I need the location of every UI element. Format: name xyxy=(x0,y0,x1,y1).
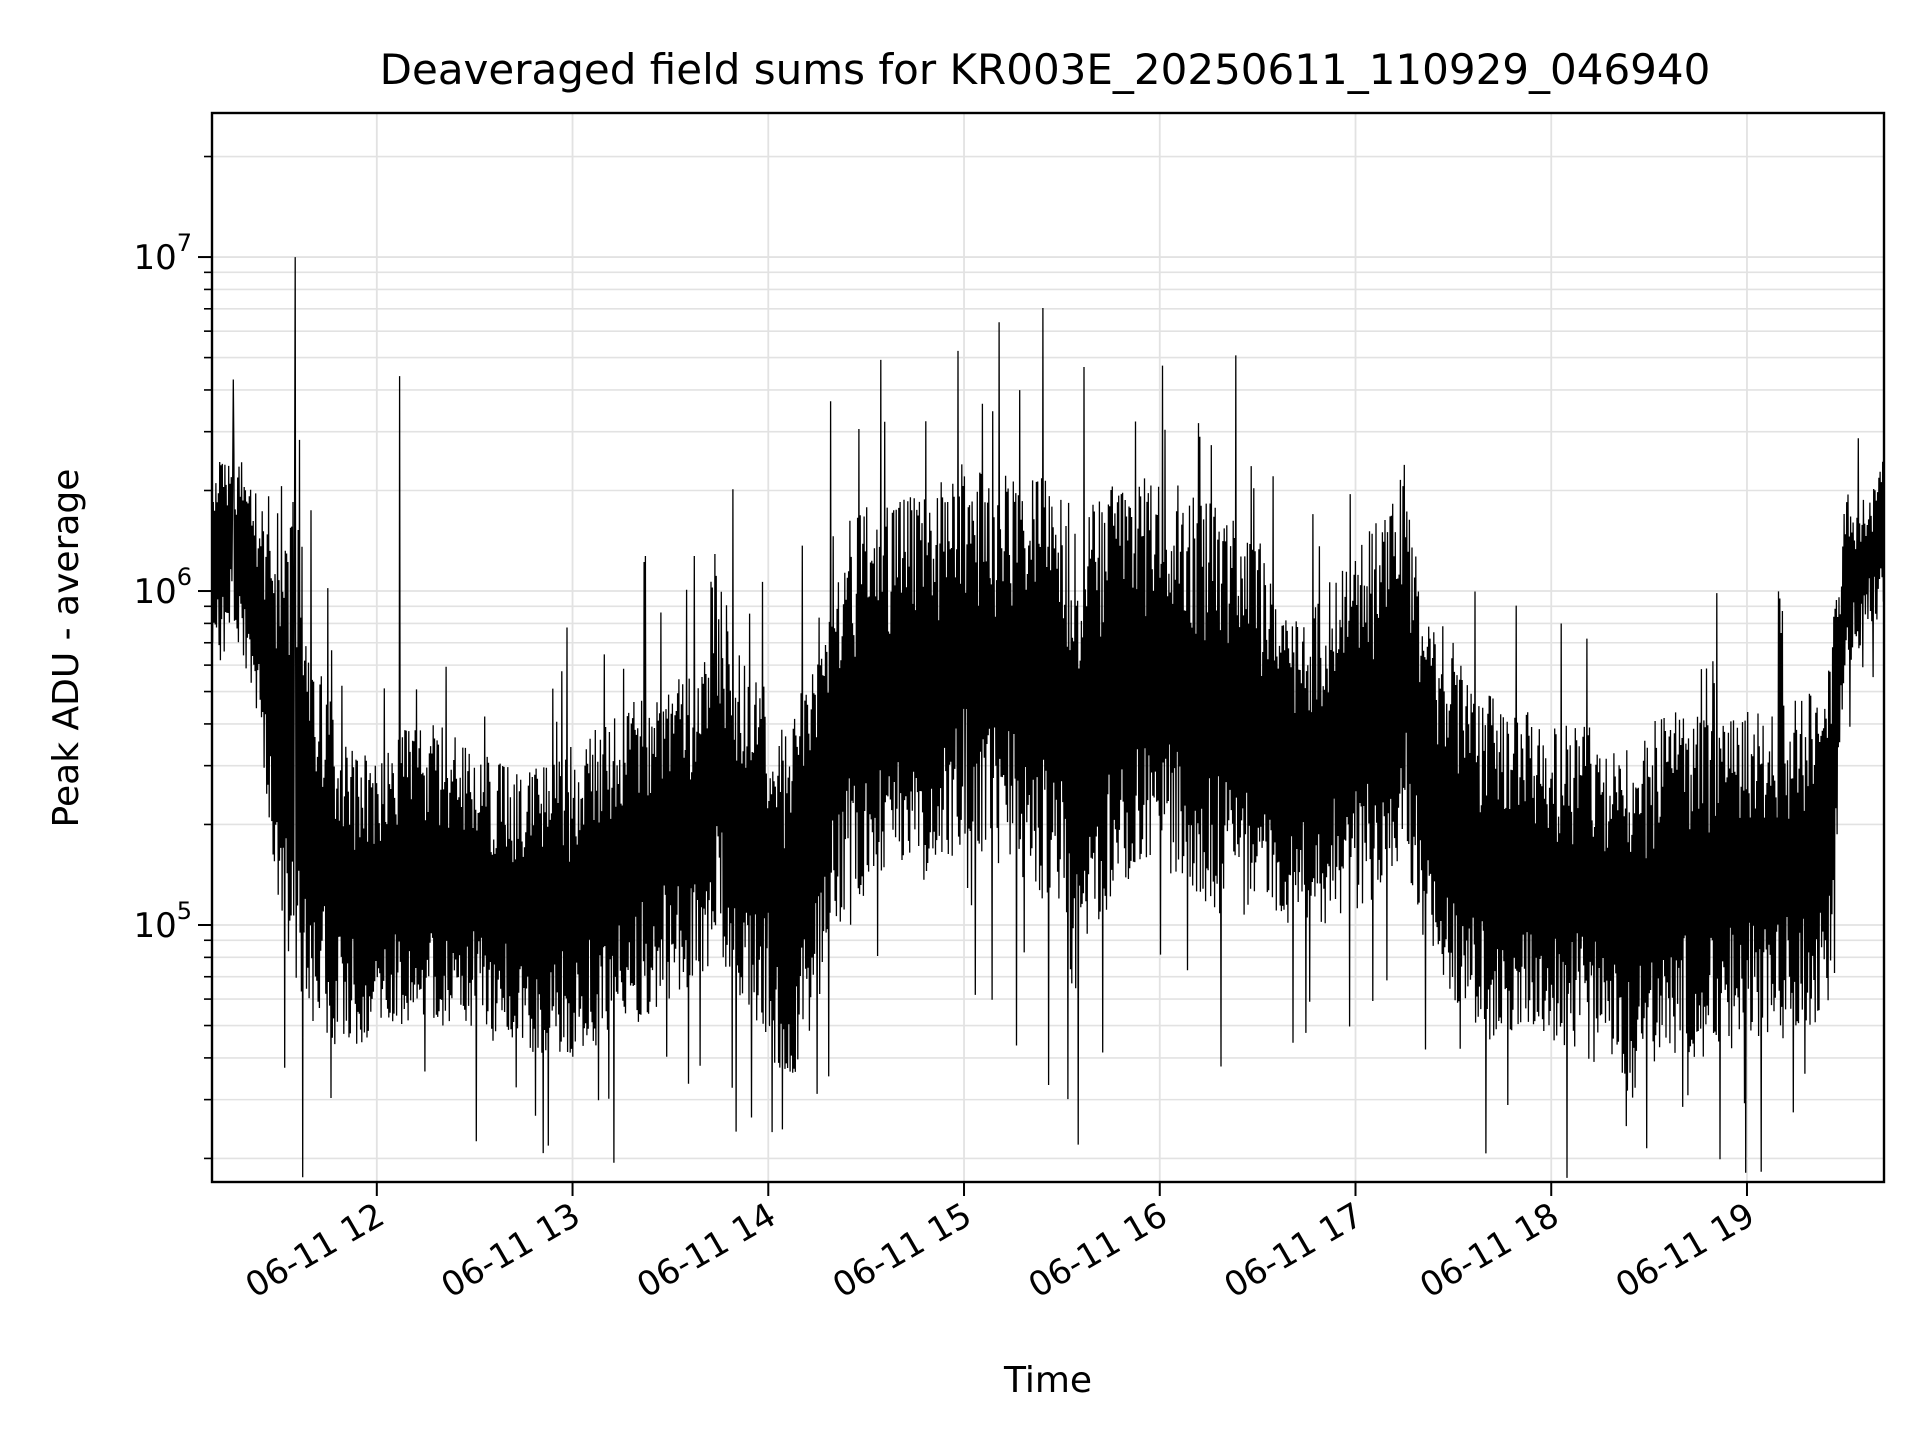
chart-title: Deaveraged field sums for KR003E_2025061… xyxy=(380,45,1711,94)
y-tick-label: 107 xyxy=(133,229,192,278)
y-axis-label: Peak ADU - average xyxy=(46,469,87,828)
plot-frame xyxy=(210,111,1886,1184)
y-tick-label: 106 xyxy=(133,563,192,612)
series-line xyxy=(212,257,1884,1178)
x-axis-label: Time xyxy=(1003,1360,1092,1401)
y-axis-ticks: 105 106 107 xyxy=(133,155,212,1160)
y-tick-label: 105 xyxy=(133,897,192,946)
plot-area xyxy=(212,257,1884,1178)
